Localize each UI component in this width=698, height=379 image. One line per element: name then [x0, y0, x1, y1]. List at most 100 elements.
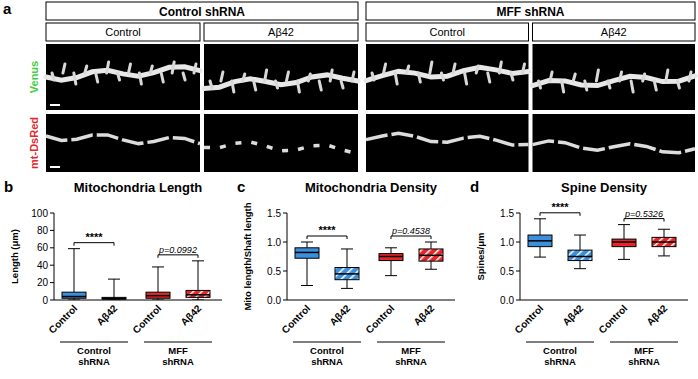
- spine: [643, 74, 645, 81]
- whisker-high: [540, 219, 541, 235]
- whisker-cap-low: [658, 255, 670, 256]
- y-axis: [287, 213, 288, 300]
- dendrite: [366, 67, 529, 80]
- y-tick: [50, 213, 54, 214]
- panel-label: c: [237, 178, 245, 195]
- comparison-label: p=0.5326: [624, 209, 663, 219]
- y-tick: [516, 271, 520, 272]
- chart: bMitochondria LengthLength (μm)020406080…: [4, 178, 222, 367]
- chart: cMitochondria DensityMito length/Shaft l…: [237, 178, 455, 367]
- whisker-low: [580, 261, 581, 269]
- spine: [441, 73, 443, 80]
- spine: [319, 81, 321, 90]
- group-header-box: [366, 2, 695, 20]
- y-tick: [283, 300, 287, 301]
- group-header: Control shRNA: [159, 5, 245, 19]
- spine: [297, 81, 299, 92]
- spine: [689, 72, 691, 81]
- y-axis: [520, 213, 521, 300]
- whisker-cap-high: [192, 260, 204, 261]
- comparison-label: p=0.4538: [391, 226, 430, 236]
- plot-area: [528, 219, 676, 269]
- title: Spine Density: [561, 180, 648, 195]
- whisker-low: [624, 247, 625, 260]
- spine: [666, 70, 668, 81]
- spine: [139, 73, 141, 84]
- y-tick: [283, 213, 287, 214]
- whisker-high: [307, 242, 308, 248]
- condition-header: Control: [430, 26, 465, 38]
- spine: [573, 74, 575, 81]
- group-label-line: MFF: [168, 345, 188, 356]
- group-label-line: Control: [310, 345, 344, 356]
- spine: [194, 64, 196, 73]
- y-tick: [516, 242, 520, 243]
- whisker-cap-high: [341, 248, 353, 249]
- whisker-low: [540, 247, 541, 257]
- mitochondria: [366, 133, 529, 145]
- whisker-high: [391, 248, 392, 254]
- title: Mitochondria Length: [74, 180, 203, 195]
- spine: [523, 64, 525, 73]
- group-label: ControlshRNA: [543, 345, 577, 367]
- spine: [96, 73, 98, 82]
- whisker-cap-high: [574, 235, 586, 236]
- plot-area: [62, 249, 210, 300]
- dendrite: [204, 75, 358, 89]
- spine: [453, 64, 455, 73]
- y-tick-label: 40: [37, 260, 49, 271]
- y-tick-label: 100: [31, 208, 48, 219]
- comparison-bracket: [307, 236, 347, 239]
- whisker-cap-low: [385, 275, 397, 276]
- spine: [128, 64, 130, 73]
- y-axis: [54, 213, 55, 300]
- spine: [620, 72, 622, 81]
- micrograph: [46, 44, 200, 110]
- box: [186, 290, 210, 297]
- micrograph: [204, 44, 358, 110]
- group-line: [610, 342, 678, 343]
- dendrite: [46, 67, 200, 80]
- group-line: [377, 342, 445, 343]
- group-label: MFFshRNA: [395, 345, 427, 367]
- spine: [52, 73, 54, 80]
- median: [652, 241, 676, 243]
- y-axis-label: Mito length/Shaft length: [242, 202, 253, 310]
- spine: [74, 73, 76, 84]
- spine: [265, 70, 267, 81]
- micrograph: [533, 114, 696, 172]
- box: [335, 268, 359, 280]
- median: [419, 255, 443, 257]
- median: [102, 298, 126, 300]
- whisker-low: [431, 261, 432, 269]
- whisker-cap-high: [658, 229, 670, 230]
- group-label: MFFshRNA: [628, 345, 660, 367]
- whisker-cap-low: [152, 300, 164, 301]
- spine: [85, 66, 87, 73]
- spine: [539, 81, 541, 88]
- y-tick: [50, 247, 54, 248]
- y-tick-label: 0.5: [500, 266, 514, 277]
- y-tick-label: 1.5: [267, 208, 281, 219]
- x-tick-label: Aβ42: [411, 302, 436, 327]
- group-header: MFF shRNA: [497, 5, 565, 19]
- mitochondria: [46, 135, 200, 144]
- background: [0, 0, 698, 379]
- spine: [243, 74, 245, 81]
- spine: [585, 81, 587, 90]
- whisker-cap-high: [108, 279, 120, 280]
- x-axis: [287, 300, 455, 301]
- box: [612, 239, 636, 247]
- y-tick-label: 20: [37, 277, 49, 288]
- channel-label: Venus: [28, 61, 40, 93]
- spine: [254, 81, 256, 90]
- y-tick: [50, 282, 54, 283]
- median: [568, 256, 592, 258]
- spine: [430, 62, 432, 73]
- box: [102, 297, 126, 299]
- condition-header: Control: [105, 26, 140, 38]
- spine: [210, 81, 212, 88]
- x-tick-label: Control: [47, 302, 80, 335]
- whisker-cap-high: [68, 248, 80, 249]
- group-line: [293, 342, 361, 343]
